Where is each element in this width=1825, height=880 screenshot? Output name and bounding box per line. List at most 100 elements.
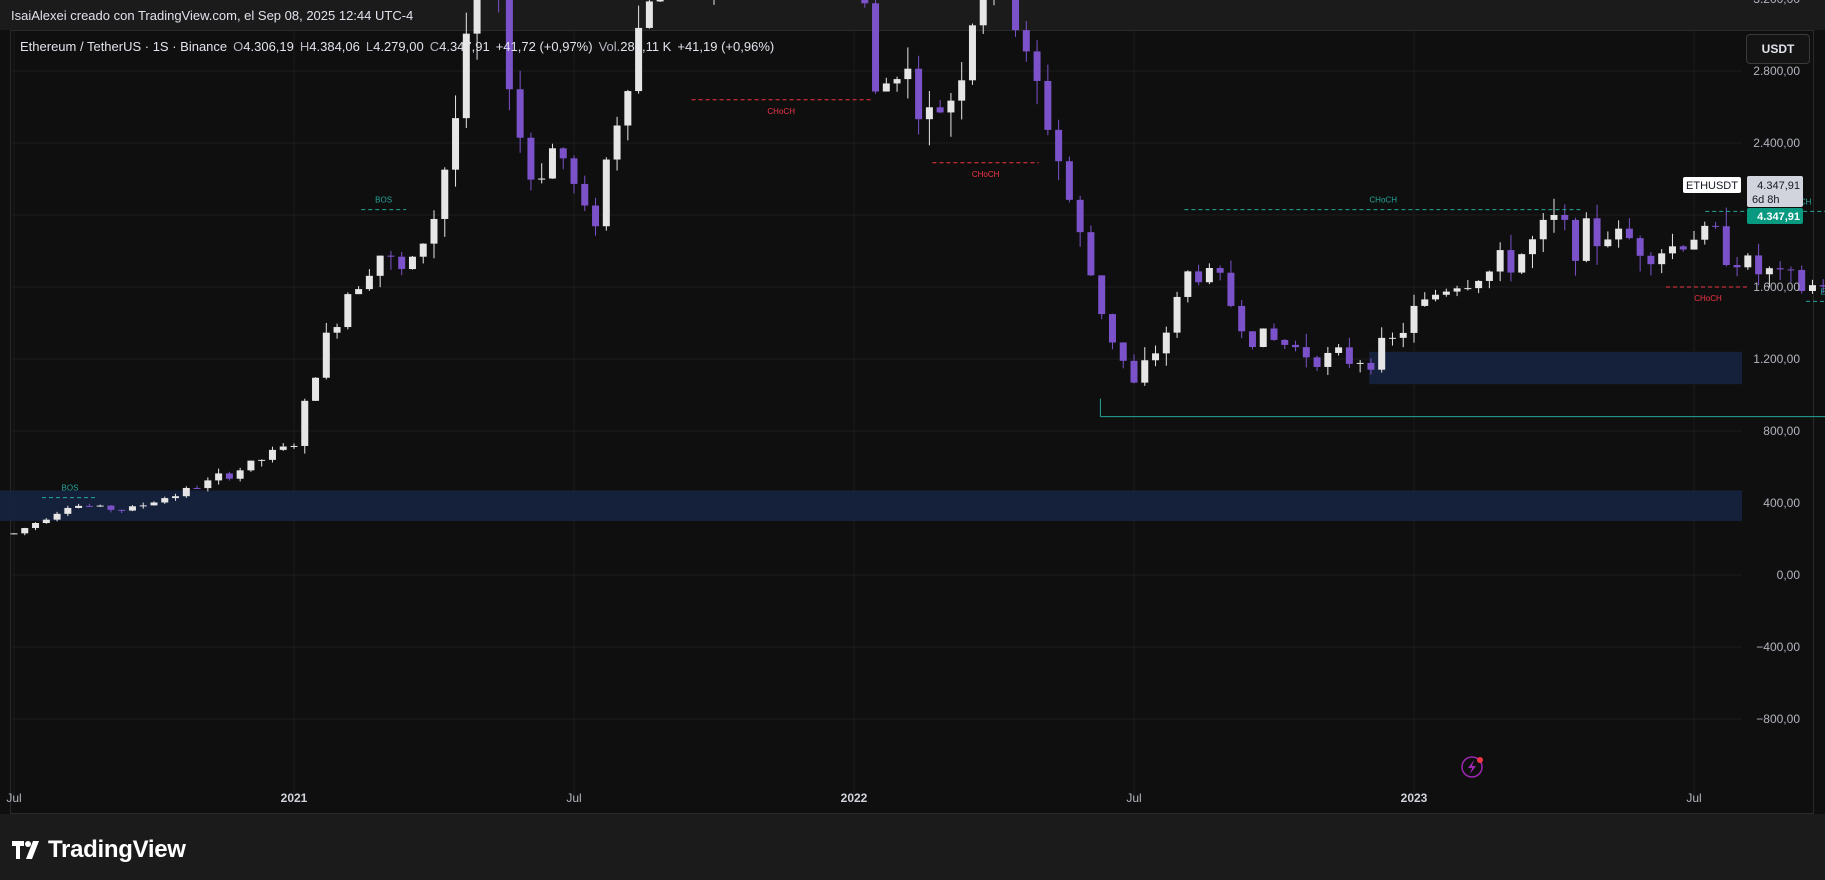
candle-bull	[882, 83, 890, 92]
candle-bear	[1087, 232, 1095, 276]
candle-bull	[312, 377, 320, 401]
candle-bear	[1248, 331, 1256, 347]
candle-bull	[1356, 362, 1364, 364]
high-label: H	[299, 39, 310, 54]
candles	[10, 0, 1825, 536]
high-value: 4.384,06	[309, 39, 360, 54]
time-tick-label: 2023	[1401, 791, 1428, 805]
tradingview-logo[interactable]: TradingView	[12, 836, 186, 864]
candle-bear	[915, 68, 923, 120]
candle-bear	[1625, 228, 1633, 239]
candle-bear	[107, 505, 115, 510]
footer-bar	[0, 814, 1825, 880]
low-label: L	[365, 39, 374, 54]
candle-bear	[193, 487, 201, 489]
candle-bear	[1108, 314, 1116, 343]
candle-bear	[1055, 129, 1063, 162]
time-axis[interactable]: Jul2021Jul2022Jul2023Jul2024Jul2025Jul20…	[6, 791, 1825, 805]
candle-bear	[1679, 246, 1687, 250]
price-tick-label: 1.600,00	[1753, 280, 1800, 294]
candle-bear	[1098, 275, 1106, 315]
candle-bull	[645, 1, 653, 28]
candle-bull	[1658, 253, 1666, 265]
candle-bull	[344, 294, 352, 328]
candle-bull	[925, 107, 933, 120]
candle-bear	[1195, 271, 1203, 283]
time-tick-label: 2021	[281, 791, 308, 805]
candle-bull	[441, 169, 449, 219]
candle-bear	[1819, 285, 1825, 287]
candle-bull	[1765, 268, 1773, 275]
candle-bull	[150, 502, 158, 506]
candle-bull	[333, 327, 341, 333]
chart-pane[interactable]	[10, 30, 1814, 814]
candle-bear	[581, 183, 589, 206]
currency-button[interactable]: USDT	[1746, 34, 1810, 64]
symbol-tag-bg	[1683, 177, 1741, 193]
candle-bull	[419, 243, 427, 257]
candle-bear	[1119, 342, 1127, 361]
candle-bull	[1324, 352, 1332, 367]
time-tick-label: Jul	[1126, 791, 1141, 805]
candle-bull	[64, 507, 72, 514]
candle-bear	[1065, 161, 1073, 200]
candle-bull	[215, 473, 223, 481]
candle-bull	[473, 0, 481, 34]
candle-bear	[1776, 268, 1784, 270]
candle-bear	[861, 0, 869, 4]
candle-bull	[1173, 296, 1181, 333]
candle-bull	[1496, 250, 1504, 272]
candle-bear	[1345, 347, 1353, 364]
price-axis[interactable]: 5.600,005.200,004.800,004.000,003.600,00…	[1753, 0, 1800, 726]
candle-bear	[1238, 305, 1246, 332]
grid	[11, 31, 1742, 800]
candle-bull	[247, 460, 255, 471]
last-price-tag-bg	[1747, 208, 1803, 224]
candle-bear	[592, 205, 600, 227]
candle-bull	[1410, 305, 1418, 333]
candle-bear	[1012, 0, 1020, 31]
candle-bull	[42, 519, 50, 524]
candle-bear	[1572, 219, 1580, 261]
attribution-text: IsaiAlexei creado con TradingView.com, e…	[11, 8, 414, 23]
price-tick-label: 2.800,00	[1753, 64, 1800, 78]
candle-bull	[624, 91, 632, 126]
symbol-tag-text: ETHUSDT	[1686, 180, 1738, 192]
candle-bull	[279, 446, 287, 450]
candle-bull	[1528, 239, 1536, 255]
alert-dot-icon	[1477, 757, 1483, 763]
symbol-title[interactable]: Ethereum / TetherUS · 1S · Binance	[20, 39, 228, 54]
candle-bear	[1313, 357, 1321, 367]
candle-bull	[161, 498, 169, 503]
candle-bull	[1701, 225, 1709, 240]
candle-bull	[1399, 332, 1407, 338]
candle-bear	[1302, 347, 1310, 358]
candle-bear	[1722, 226, 1730, 266]
price-tick-label: 800,00	[1763, 424, 1800, 438]
candle-bull	[290, 445, 298, 447]
candle-bull	[268, 449, 276, 460]
candle-bear	[1292, 344, 1300, 348]
candle-bull	[1604, 239, 1612, 247]
candle-bull	[1259, 328, 1267, 347]
candle-bear	[936, 107, 944, 113]
candle-bull	[1539, 219, 1547, 240]
candle-bear	[398, 256, 406, 270]
open-value: 4.306,19	[243, 39, 294, 54]
candle-bull	[1421, 299, 1429, 306]
last-price-tag-text: 4.347,91	[1757, 211, 1800, 223]
candle-bull	[1141, 360, 1149, 383]
price-tick-label: 1.200,00	[1753, 352, 1800, 366]
candle-bull	[635, 27, 643, 92]
price-tick-label: 0,00	[1777, 568, 1801, 582]
demand-zone	[0, 490, 1742, 521]
structure-label: CHoCH	[972, 170, 1000, 179]
time-tick-label: Jul	[1686, 791, 1701, 805]
candle-bull	[10, 533, 18, 535]
candle-bull	[53, 513, 61, 520]
candle-bull	[21, 528, 29, 534]
candle-bull	[1184, 271, 1192, 297]
demand-zone	[1369, 351, 1742, 385]
tradingview-wordmark: TradingView	[48, 836, 186, 863]
